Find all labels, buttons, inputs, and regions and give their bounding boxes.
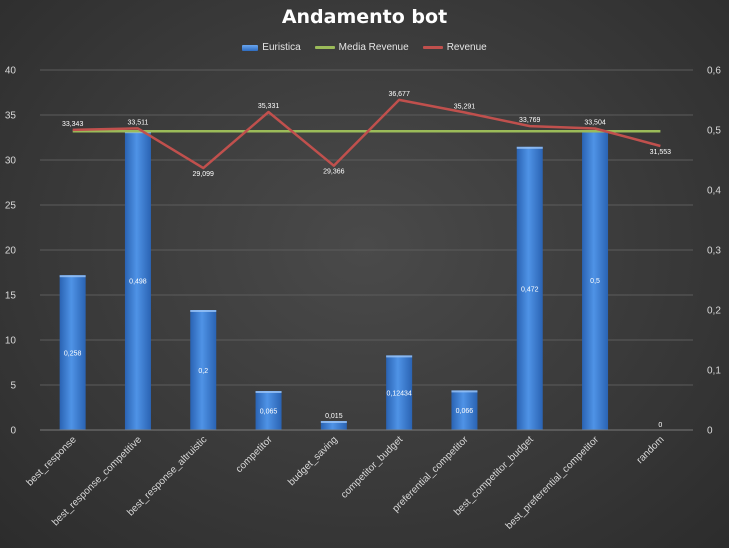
bar-euristica xyxy=(386,355,413,430)
revenue-data-label: 31,553 xyxy=(650,149,672,156)
bar-data-label: 0,066 xyxy=(456,408,474,415)
bar-data-label: 0,12434 xyxy=(386,391,411,398)
legend-label-media-revenue: Media Revenue xyxy=(338,42,409,53)
bar-data-label: 0,5 xyxy=(590,278,600,285)
revenue-data-label: 35,291 xyxy=(454,103,476,110)
bars xyxy=(59,130,609,431)
legend-item-revenue: Revenue xyxy=(422,42,487,53)
bar-data-label: 0,065 xyxy=(260,409,278,416)
legend-swatch-revenue xyxy=(422,46,443,49)
bar-euristica xyxy=(59,275,86,430)
bar-euristica xyxy=(320,421,347,430)
y-right-tick-label: 0,6 xyxy=(707,66,721,77)
data-labels: 0,258 0,498 0,2 0,065 0,015 0,12434 0,066 0,472… xyxy=(62,91,671,429)
bar-data-label: 0,498 xyxy=(129,279,147,286)
bar-euristica xyxy=(124,131,151,430)
bar-data-label: 0,2 xyxy=(198,368,208,375)
bar-data-label: 0 xyxy=(658,422,662,429)
revenue-data-label: 36,677 xyxy=(388,91,410,98)
bar-data-label: 0,015 xyxy=(325,413,343,420)
y-right-tick-label: 0,1 xyxy=(707,366,721,377)
legend-swatch-media-revenue xyxy=(314,46,335,49)
revenue-data-label: 33,769 xyxy=(519,117,541,124)
revenue-data-label: 33,504 xyxy=(584,119,606,126)
chart-title: Andamento bot xyxy=(281,6,448,28)
legend-swatch-euristica xyxy=(242,44,259,51)
y-right-tick-label: 0,3 xyxy=(707,246,721,257)
revenue-data-label: 33,343 xyxy=(62,121,84,128)
bar-data-label: 0,472 xyxy=(521,286,539,293)
bar-cap xyxy=(451,390,478,393)
legend-item-euristica: Euristica xyxy=(242,42,301,53)
line-revenue xyxy=(72,98,661,170)
lines xyxy=(72,98,661,170)
y-left-tick-label: 30 xyxy=(5,156,17,167)
y-right-tick-label: 0,2 xyxy=(707,306,721,317)
y-left-tick-label: 15 xyxy=(5,291,17,302)
x-category-label: competitor_budget xyxy=(339,434,406,501)
y-left-tick-label: 20 xyxy=(5,246,17,257)
bar-euristica xyxy=(190,310,217,430)
bar-euristica xyxy=(255,391,282,430)
x-category-label: budget_saving xyxy=(286,434,340,488)
y-left-tick-label: 40 xyxy=(5,66,17,77)
legend: Euristica Media Revenue Revenue xyxy=(0,42,729,53)
y-left-tick-label: 10 xyxy=(5,336,17,347)
bar-euristica xyxy=(516,146,543,431)
y-right-tick-label: 0 xyxy=(707,426,713,437)
bar-cap xyxy=(59,275,86,278)
x-category-label: random xyxy=(635,434,667,466)
y-left-tick-label: 0 xyxy=(10,426,16,437)
revenue-data-label: 29,099 xyxy=(193,171,215,178)
x-category-label: competitor xyxy=(234,434,275,475)
bar-cap xyxy=(516,146,543,149)
legend-item-media-revenue: Media Revenue xyxy=(314,42,409,53)
bar-cap xyxy=(386,355,413,358)
y-right-tick-label: 0,4 xyxy=(707,186,721,197)
x-category-label: best_response xyxy=(25,434,79,488)
revenue-data-label: 33,511 xyxy=(128,119,149,126)
bar-euristica xyxy=(451,390,478,430)
bar-cap xyxy=(320,421,347,423)
legend-label-euristica: Euristica xyxy=(262,42,301,53)
y-left-tick-label: 35 xyxy=(5,111,17,122)
legend-label-revenue: Revenue xyxy=(446,42,487,53)
revenue-data-label: 35,331 xyxy=(258,103,280,110)
y-left-tick-label: 5 xyxy=(10,381,16,392)
bar-cap xyxy=(255,391,282,393)
revenue-data-label: 29,366 xyxy=(323,169,345,176)
bar-euristica xyxy=(582,130,609,430)
bar-cap xyxy=(190,310,217,312)
y-left-tick-label: 25 xyxy=(5,201,17,212)
y-right-tick-label: 0,5 xyxy=(707,126,721,137)
bar-data-label: 0,258 xyxy=(64,351,82,358)
